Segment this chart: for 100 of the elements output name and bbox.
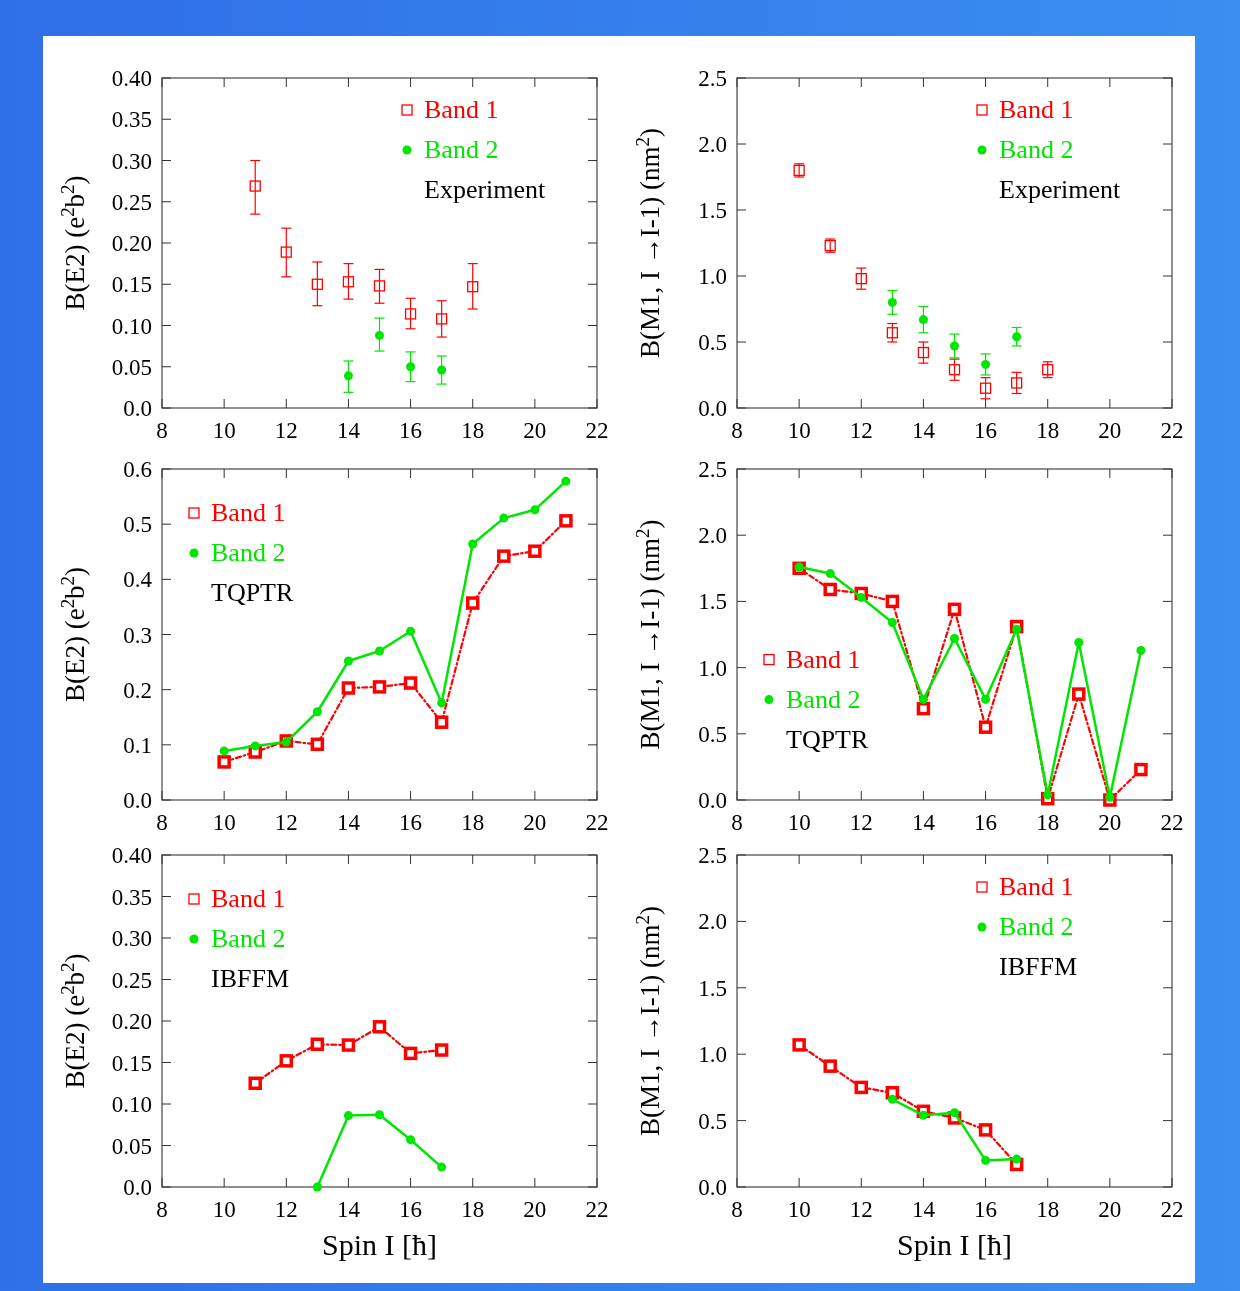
x-tick-label: 16 [399, 810, 423, 835]
y-tick-label: 0.0 [698, 788, 727, 813]
y-tick-label: 0.05 [111, 354, 152, 380]
x-tick-label: 12 [274, 418, 298, 443]
x-tick-label: 22 [585, 418, 609, 443]
x-axis-title: Spin I [ħ] [897, 1228, 1012, 1261]
annotation: IBFFM [999, 952, 1078, 981]
x-tick-label: 20 [523, 810, 547, 835]
y-tick-label: 0.15 [111, 1050, 152, 1076]
x-tick-label: 16 [974, 810, 998, 835]
annotation: Experiment [999, 175, 1122, 204]
y-tick-label: 2.5 [698, 843, 727, 868]
y-tick-label: 1.5 [698, 589, 727, 615]
y-tick-label: 0.3 [123, 622, 152, 648]
x-tick-label: 18 [461, 418, 485, 443]
x-tick-label: 20 [1098, 810, 1122, 835]
x-tick-label: 12 [849, 810, 873, 835]
x-tick-label: 10 [212, 418, 236, 443]
y-tick-label: 0.40 [111, 66, 152, 91]
annotation: TQPTR [211, 578, 294, 607]
y-tick-label: 0.35 [111, 884, 152, 910]
x-tick-label: 20 [1098, 1197, 1122, 1222]
x-axis-title: Spin I [ħ] [322, 1228, 437, 1261]
x-tick-label: 8 [731, 418, 743, 443]
x-tick-label: 12 [274, 810, 298, 835]
legend-label: Band 1 [211, 498, 286, 527]
x-tick-label: 12 [849, 418, 873, 443]
y-tick-label: 0.5 [698, 1108, 727, 1134]
y-tick-label: 0.05 [111, 1133, 152, 1159]
y-tick-label: 0.25 [111, 967, 152, 993]
x-tick-label: 10 [787, 1197, 811, 1222]
x-tick-label: 18 [461, 1197, 485, 1222]
y-tick-label: 2.0 [698, 523, 727, 549]
legend-label: Band 2 [424, 135, 499, 164]
x-tick-label: 18 [1036, 810, 1060, 835]
x-tick-label: 20 [523, 418, 547, 443]
y-tick-label: 0.20 [111, 1009, 152, 1034]
y-tick-label: 0.0 [123, 1175, 152, 1200]
x-tick-label: 16 [974, 1197, 998, 1222]
legend-label: Band 1 [424, 95, 499, 124]
y-tick-label: 0.40 [111, 843, 152, 868]
x-tick-label: 14 [336, 810, 361, 835]
x-tick-label: 22 [585, 1197, 609, 1222]
y-tick-label: 2.5 [698, 457, 727, 482]
x-tick-label: 22 [1160, 810, 1184, 835]
y-tick-label: 0.25 [111, 189, 152, 215]
y-tick-label: 0.35 [111, 107, 152, 133]
y-tick-label: 0.5 [698, 330, 727, 355]
legend-label: Band 2 [786, 684, 861, 714]
y-tick-label: 1.0 [698, 264, 727, 289]
legend-label: Band 2 [211, 538, 286, 567]
x-tick-label: 14 [911, 1197, 936, 1222]
y-tick-label: 0.6 [123, 457, 152, 482]
y-tick-label: 2.0 [698, 909, 727, 935]
y-tick-label: 0.10 [111, 1092, 152, 1117]
x-tick-label: 12 [849, 1197, 873, 1222]
y-tick-label: 0.5 [123, 512, 152, 538]
x-tick-label: 16 [974, 418, 998, 443]
y-tick-label: 1.5 [698, 975, 727, 1001]
x-tick-label: 8 [731, 1197, 743, 1222]
y-tick-label: 0.15 [111, 272, 152, 298]
x-tick-label: 10 [787, 418, 811, 443]
x-tick-label: 8 [156, 1197, 168, 1222]
y-tick-label: 0.0 [123, 788, 152, 813]
x-tick-label: 12 [274, 1197, 298, 1222]
annotation: Experiment [424, 175, 547, 204]
x-tick-label: 20 [1098, 418, 1122, 443]
y-tick-label: 0.0 [698, 396, 727, 421]
x-tick-label: 22 [585, 810, 609, 835]
y-tick-label: 0.10 [111, 313, 152, 339]
y-tick-label: 0.2 [123, 677, 152, 703]
y-tick-label: 2.0 [698, 132, 727, 157]
x-tick-label: 8 [731, 810, 743, 835]
legend-label: Band 2 [211, 924, 286, 953]
annotation: TQPTR [786, 724, 869, 754]
y-tick-label: 1.5 [698, 198, 727, 223]
y-tick-label: 2.5 [698, 66, 727, 91]
y-tick-label: 0.0 [123, 396, 152, 421]
legend-label: Band 1 [999, 95, 1074, 124]
x-tick-label: 8 [156, 810, 168, 835]
x-tick-label: 16 [399, 418, 423, 443]
x-tick-label: 20 [523, 1197, 547, 1222]
y-tick-label: 1.0 [698, 1042, 727, 1068]
x-tick-label: 16 [399, 1197, 423, 1222]
y-tick-label: 0.0 [698, 1175, 727, 1200]
annotation: IBFFM [211, 964, 290, 993]
legend-label: Band 2 [999, 135, 1074, 164]
y-tick-label: 0.30 [111, 148, 152, 174]
y-tick-label: 1.0 [698, 655, 727, 681]
x-tick-label: 22 [1160, 418, 1184, 443]
y-tick-label: 0.1 [123, 732, 152, 758]
y-tick-label: 0.30 [111, 926, 152, 951]
x-tick-label: 10 [787, 810, 811, 835]
legend-label: Band 1 [211, 884, 286, 913]
x-tick-label: 10 [212, 1197, 236, 1222]
legend-label: Band 2 [999, 912, 1074, 941]
y-tick-label: 0.5 [698, 721, 727, 747]
legend-label: Band 1 [786, 644, 861, 674]
y-tick-label: 0.20 [111, 231, 152, 256]
x-tick-label: 18 [1036, 1197, 1060, 1222]
